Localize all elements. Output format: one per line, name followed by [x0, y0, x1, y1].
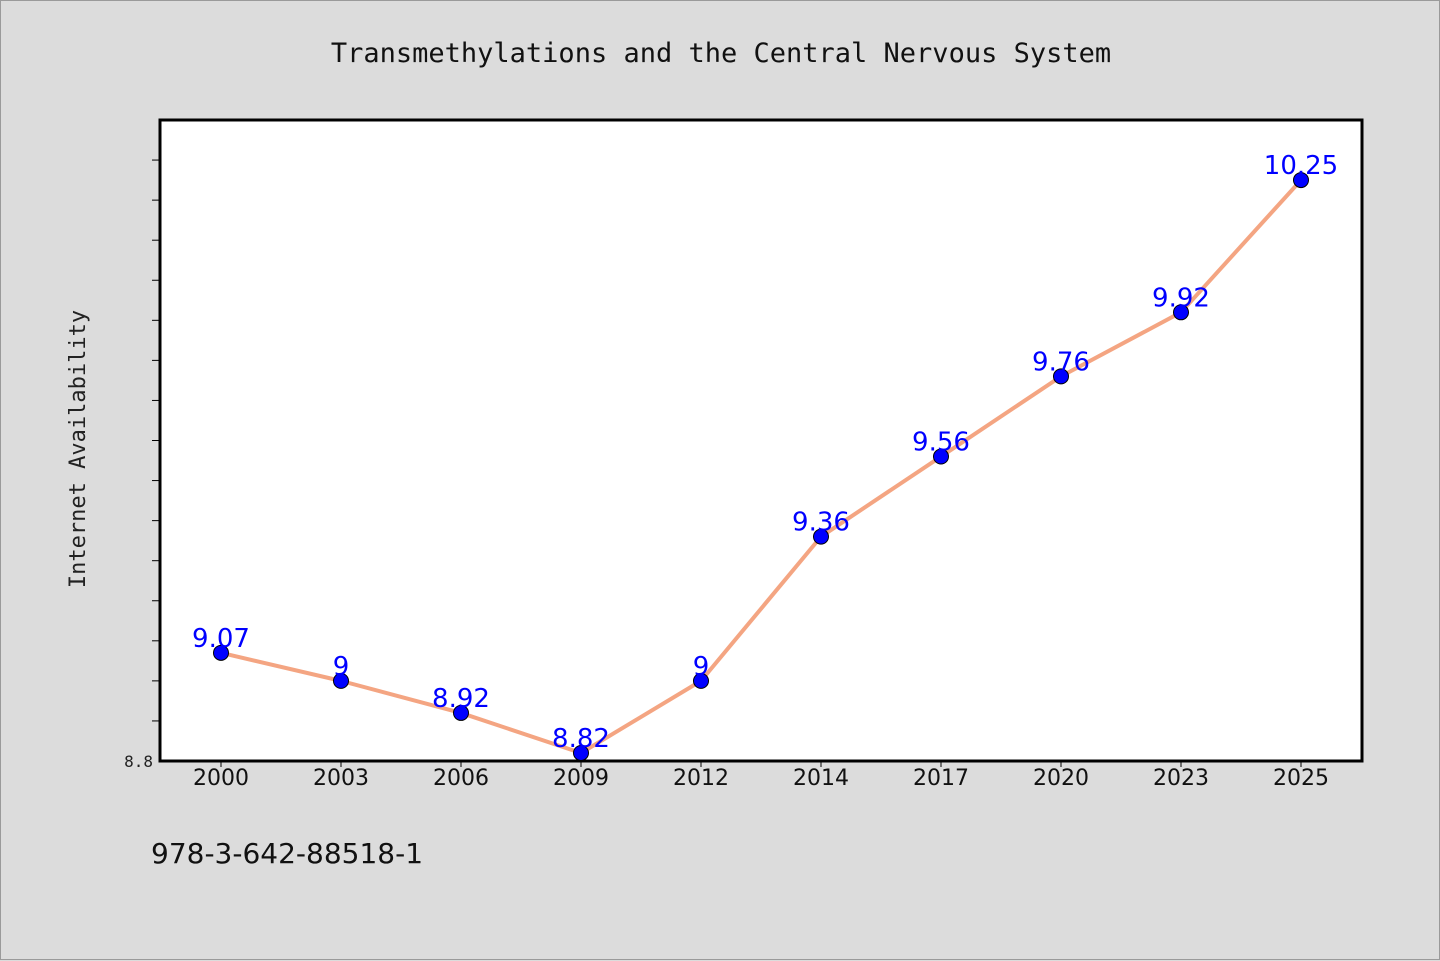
x-tick-label: 2025	[1273, 766, 1329, 791]
data-point	[933, 448, 949, 465]
y-axis-label: Internet Availability	[66, 310, 91, 588]
x-tick-label: 2006	[433, 766, 489, 791]
data-label: 9	[693, 652, 710, 682]
data-point	[1053, 368, 1069, 385]
series-line	[219, 178, 1303, 755]
data-point	[1173, 304, 1189, 321]
x-tick-label: 2014	[793, 766, 849, 791]
data-label: 8.82	[552, 724, 610, 754]
data-label: 9.36	[792, 508, 850, 538]
data-label: 9.76	[1032, 347, 1090, 377]
data-label: 8.92	[432, 684, 490, 714]
data-point	[453, 704, 469, 721]
y-min-tick-label: 8.8	[124, 752, 153, 771]
footer-isbn: 978-3-642-88518-1	[151, 837, 423, 870]
x-axis-ticks: 2000 2003 2006 2009 2012 2014 2017 2020 2023 2025	[193, 761, 1329, 791]
data-point	[333, 672, 349, 689]
x-tick-label: 2003	[313, 766, 369, 791]
data-label: 9.92	[1152, 283, 1210, 313]
x-tick-label: 2012	[673, 766, 729, 791]
data-point	[1293, 172, 1309, 189]
data-label: 9.56	[912, 428, 970, 458]
chart-title: Transmethylations and the Central Nervou…	[331, 38, 1111, 69]
data-label: 9.07	[192, 624, 250, 654]
data-point	[813, 528, 829, 545]
data-point	[693, 672, 709, 689]
x-tick-label: 2009	[553, 766, 609, 791]
x-tick-label: 2000	[193, 766, 249, 791]
y-axis-ticks	[152, 159, 160, 722]
x-tick-label: 2023	[1153, 766, 1209, 791]
series-group: 9.07 9 8.92 8.82 9 9.36 9.56 9.76 9.92 10.25	[192, 151, 1338, 761]
data-point	[573, 744, 589, 761]
data-label: 10.25	[1264, 151, 1338, 181]
x-tick-label: 2020	[1033, 766, 1089, 791]
plot-area	[158, 118, 1364, 763]
data-point	[213, 644, 229, 661]
x-tick-label: 2017	[913, 766, 969, 791]
data-label: 9	[333, 652, 350, 682]
